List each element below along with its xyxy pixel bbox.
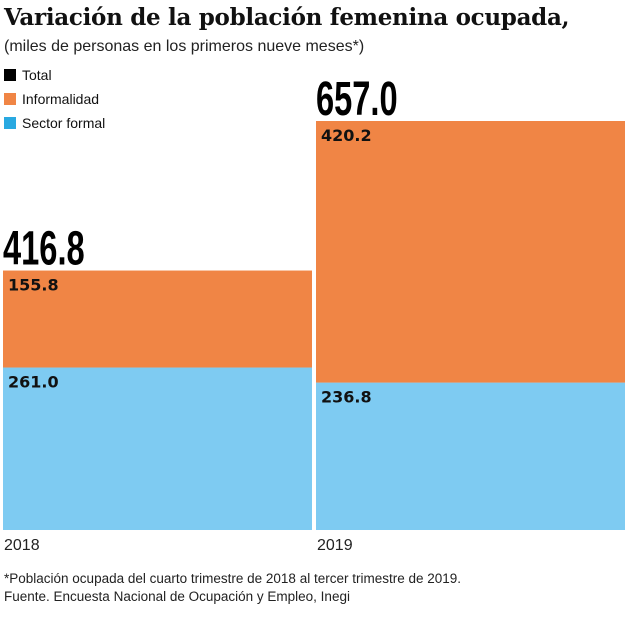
bar-2018-informalidad <box>3 270 312 368</box>
total-label: 657.0 <box>316 72 398 126</box>
legend-swatch <box>4 117 16 129</box>
legend-label: Sector formal <box>22 115 106 131</box>
legend-label: Total <box>22 67 52 83</box>
legend-item-total: Total <box>4 63 105 87</box>
legend-item-informalidad: Informalidad <box>4 87 105 111</box>
legend: Total Informalidad Sector formal <box>4 63 105 135</box>
legend-swatch <box>4 93 16 105</box>
x-tick-label: 2018 <box>4 537 40 554</box>
legend-item-sector-formal: Sector formal <box>4 111 105 135</box>
legend-swatch <box>4 69 16 81</box>
data-label: 261.0 <box>8 373 59 392</box>
chart-title: Variación de la población femenina ocupa… <box>4 4 570 31</box>
bar-2018-sector-formal <box>3 367 312 530</box>
chart-subtitle: (miles de personas en los primeros nueve… <box>4 38 365 55</box>
total-label: 416.8 <box>3 221 85 275</box>
footnote-text: *Población ocupada del cuarto trimestre … <box>4 571 462 586</box>
data-label: 236.8 <box>321 388 372 407</box>
bar-2019-sector-formal <box>316 382 625 530</box>
source-text: Fuente. Encuesta Nacional de Ocupación y… <box>4 589 350 604</box>
data-label: 155.8 <box>8 276 59 295</box>
data-label: 420.2 <box>321 126 372 145</box>
legend-label: Informalidad <box>22 91 100 107</box>
bar-2019-informalidad <box>316 121 625 383</box>
x-tick-label: 2019 <box>317 537 353 554</box>
footnote: *Población ocupada del cuarto trimestre … <box>4 570 461 606</box>
